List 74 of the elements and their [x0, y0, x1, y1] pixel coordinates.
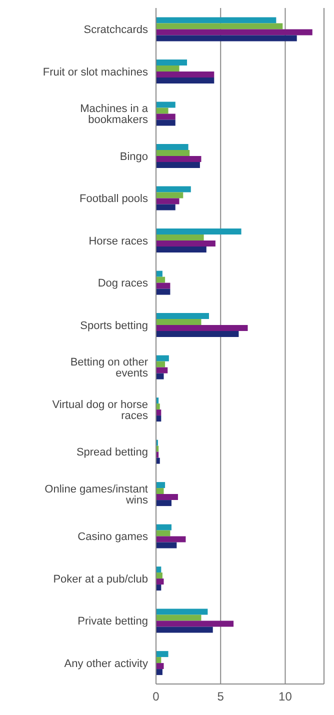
bar — [156, 313, 209, 320]
bar — [156, 276, 166, 283]
bar — [156, 228, 242, 235]
y-tick-label: Fruit or slot machines — [42, 66, 148, 78]
bar — [156, 367, 168, 374]
bar — [156, 60, 188, 66]
bar — [156, 186, 191, 192]
bar — [156, 150, 190, 156]
x-tick-label: 0 — [152, 690, 160, 704]
y-tick-label: Machines in a bookmakers — [80, 103, 149, 126]
x-tick-label: 5 — [217, 690, 224, 704]
x-tick-label: 10 — [278, 690, 292, 704]
bar — [156, 246, 206, 253]
y-tick-label: Virtual dog or horse races — [52, 398, 148, 422]
y-tick-label: Private betting — [78, 616, 148, 628]
bar — [156, 361, 166, 368]
y-tick-label: Casino games — [78, 531, 148, 544]
bar — [156, 17, 276, 24]
bar — [156, 458, 160, 464]
y-tick-label: Spread betting — [76, 446, 148, 459]
bar — [156, 192, 184, 198]
y-tick-label: Scratchcards — [84, 24, 148, 36]
bar — [156, 240, 216, 247]
bar — [156, 108, 168, 114]
bar — [156, 234, 204, 241]
bar — [156, 488, 164, 494]
bar — [156, 542, 177, 548]
bar — [156, 144, 188, 150]
bar — [156, 114, 176, 120]
bar — [156, 204, 176, 210]
y-tick-label: Bingo — [120, 150, 148, 163]
bar — [156, 66, 180, 72]
y-tick-label: Online games/instant wins — [44, 483, 148, 506]
bar — [156, 270, 162, 277]
bar — [156, 325, 248, 332]
bar — [156, 102, 176, 108]
bar — [156, 663, 164, 670]
bar — [156, 608, 208, 615]
bar — [156, 78, 214, 84]
bar — [156, 35, 297, 42]
bar — [156, 669, 162, 676]
bar — [156, 494, 178, 500]
bar — [156, 319, 202, 326]
bar — [156, 404, 160, 410]
bar — [156, 500, 172, 506]
y-tick-label: Horse races — [88, 235, 148, 248]
y-tick-label: Betting on other events — [70, 356, 148, 380]
bar — [156, 282, 170, 289]
bar — [156, 536, 186, 542]
bar — [156, 288, 170, 295]
bar — [156, 578, 164, 585]
bar — [156, 373, 164, 380]
y-tick-label: Sports betting — [80, 320, 148, 332]
bar — [156, 120, 176, 126]
bar — [156, 482, 166, 488]
bar — [156, 524, 172, 530]
bar — [156, 355, 169, 362]
bar — [156, 572, 162, 579]
bar — [156, 198, 180, 204]
bar — [156, 156, 202, 162]
y-tick-label: Poker at a pub/club — [53, 573, 148, 586]
y-tick-label: Any other activity — [64, 658, 148, 670]
bar — [156, 651, 168, 658]
bar — [156, 162, 200, 168]
bar — [156, 614, 202, 621]
y-tick-label: Football pools — [80, 193, 148, 206]
bar — [156, 620, 234, 627]
bar — [156, 29, 312, 36]
bar — [156, 331, 239, 338]
bar — [156, 23, 283, 30]
bar — [156, 530, 170, 536]
bar — [156, 72, 214, 78]
bar — [156, 626, 213, 633]
y-tick-label: Dog races — [98, 278, 148, 290]
